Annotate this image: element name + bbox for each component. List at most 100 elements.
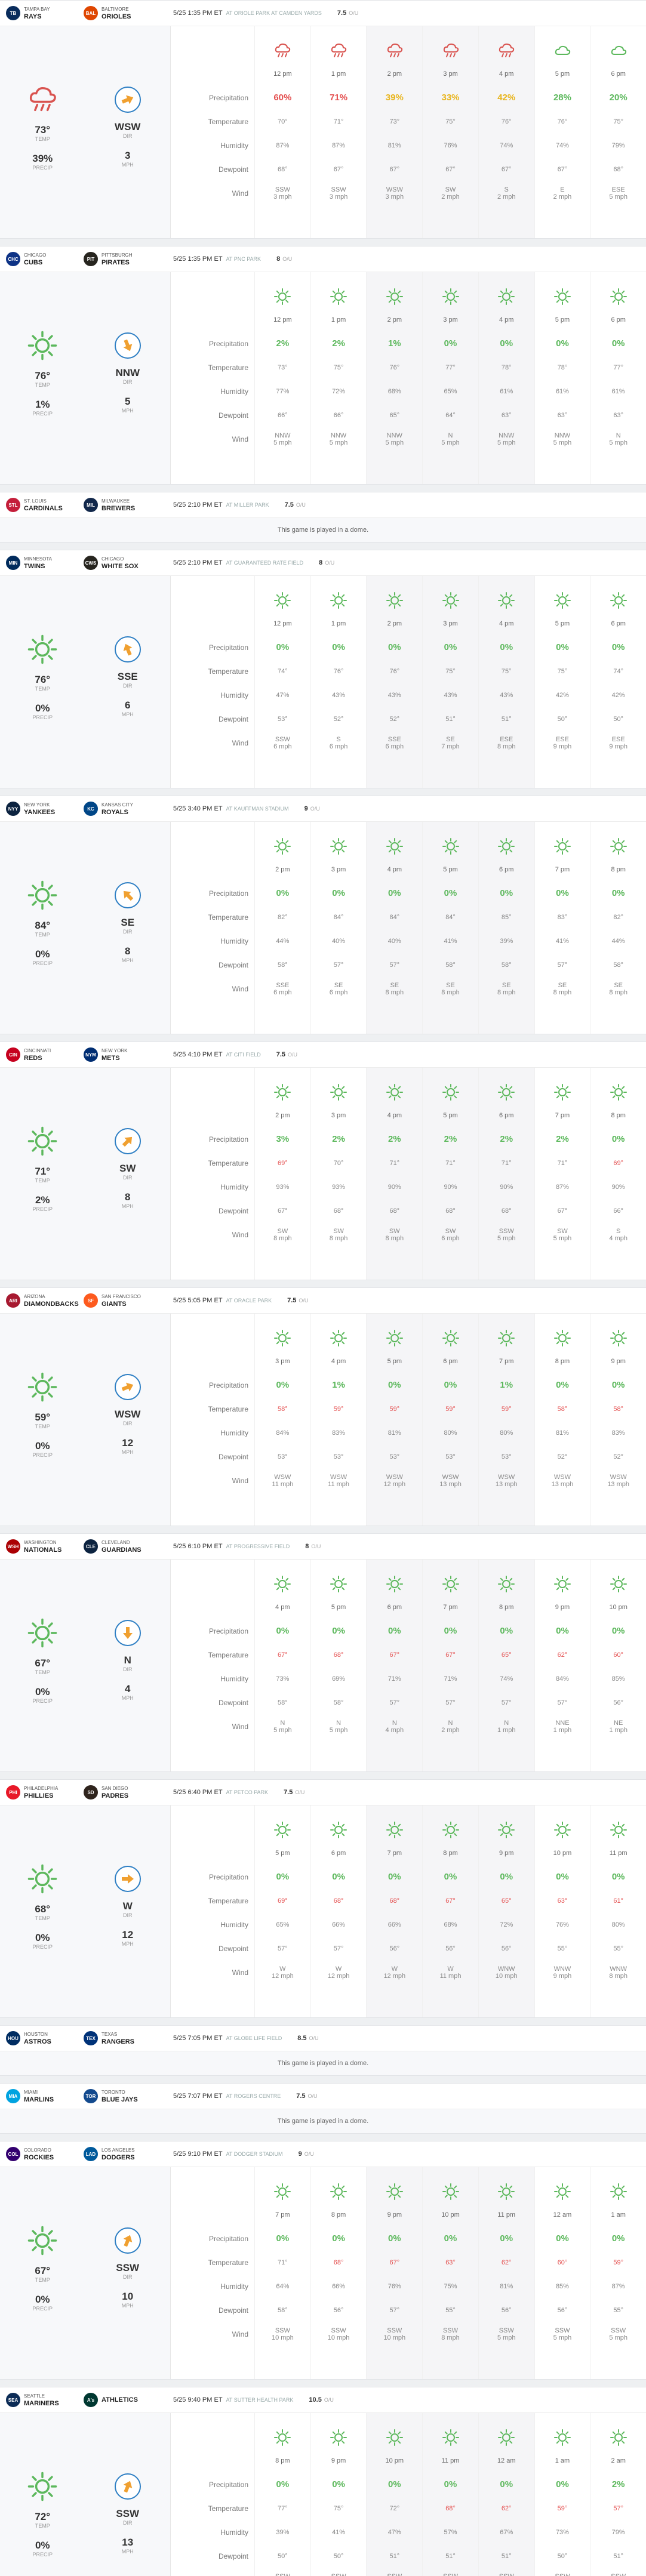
row-label: Humidity: [220, 1675, 248, 1683]
over-under-value: 7.5: [276, 1051, 286, 1058]
team-home[interactable]: TOR TORONTO BLUE JAYS: [84, 2089, 161, 2103]
wind-dir: WSW: [330, 1474, 347, 1481]
team-home[interactable]: BAL BALTIMORE ORIOLES: [84, 6, 161, 20]
precip-value: 42%: [497, 93, 516, 103]
wind-dir: SSW: [442, 2327, 459, 2334]
dewpoint-value: 50°: [278, 2553, 288, 2560]
team-away[interactable]: NYY NEW YORK YANKEES: [6, 802, 84, 816]
dewpoint-value: 55°: [557, 1945, 568, 1952]
team-away[interactable]: ARI ARIZONA DIAMONDBACKS: [6, 1293, 84, 1308]
wind-direction-icon: [114, 882, 141, 908]
hour-column: 2 pm 39% 73° 81% 67° WSW 3 mph: [366, 26, 423, 238]
wind-speed: 5 mph: [553, 2334, 572, 2341]
wind-speed: 8 mph: [609, 989, 627, 996]
summary-dir-label: DIR: [123, 2519, 133, 2526]
humidity-value: 84%: [555, 1675, 569, 1683]
team-logo: CHC: [6, 252, 20, 266]
humidity-value: 71%: [387, 1675, 401, 1683]
team-name: GIANTS: [101, 1301, 127, 1308]
team-city: MINNESOTA: [24, 556, 52, 562]
temp-value: 67°: [278, 1651, 288, 1659]
team-away[interactable]: MIA MIAMI MARLINS: [6, 2089, 84, 2103]
summary-precip-label: PRECIP: [32, 960, 53, 966]
team-away[interactable]: HOU HOUSTON ASTROS: [6, 2031, 84, 2045]
row-label: Dewpoint: [218, 715, 248, 723]
team-home[interactable]: CWS CHICAGO WHITE SOX: [84, 556, 161, 570]
hour-label: 5 pm: [555, 316, 570, 323]
team-city: CHICAGO: [24, 252, 47, 258]
wind-dir: WSW: [498, 1474, 515, 1481]
game-time: 5/25 6:10 PM ET: [173, 1543, 223, 1550]
team-away[interactable]: PHI PHILADELPHIA PHILLIES: [6, 1785, 84, 1799]
hour-label: 6 pm: [499, 866, 514, 873]
weather-sun-icon: [330, 272, 347, 308]
humidity-value: 81%: [387, 142, 401, 149]
team-home[interactable]: KC KANSAS CITY ROYALS: [84, 802, 161, 816]
team-away[interactable]: CHC CHICAGO CUBS: [6, 252, 84, 266]
team-away[interactable]: TB TAMPA BAY RAYS: [6, 6, 84, 20]
team-away[interactable]: STL ST. LOUIS CARDINALS: [6, 498, 84, 512]
wind-value: SW 6 mph: [441, 1223, 460, 1247]
ballpark: AT ORIOLE PARK AT CAMDEN YARDS: [226, 10, 322, 16]
hour-label: 6 pm: [499, 1112, 514, 1119]
wind-value: SSW11 mph: [496, 2568, 517, 2576]
wind-value: WSW 3 mph: [386, 181, 404, 205]
hour-column: 10 pm 0% 72° 47% 51° SSW13 mph: [366, 2413, 423, 2576]
team-away[interactable]: MIN MINNESOTA TWINS: [6, 556, 84, 570]
team-home[interactable]: SF SAN FRANCISCO GIANTS: [84, 1293, 161, 1308]
team-away[interactable]: SEA SEATTLE MARINERS: [6, 2393, 84, 2407]
hour-label: 5 pm: [555, 70, 570, 78]
team-away[interactable]: COL COLORADO ROCKIES: [6, 2147, 84, 2161]
game-time: 5/25 7:05 PM ET: [173, 2035, 223, 2042]
wind-direction-icon: [114, 1865, 141, 1892]
forecast-body: 59° TEMP 0% PRECIP WSW DIR 12 MPH Precipitation T…: [0, 1314, 646, 1526]
forecast-body: 84° TEMP 0% PRECIP SE DIR 8 MPH Precipitation Tem…: [0, 822, 646, 1034]
wind-speed: 11 mph: [328, 1481, 350, 1488]
wind-speed: 2 mph: [441, 1727, 460, 1734]
game-time: 5/25 2:10 PM ET: [173, 559, 223, 566]
team-name: PIRATES: [101, 259, 130, 266]
team-away[interactable]: CIN CINCINNATI REDS: [6, 1047, 84, 1062]
team-home[interactable]: A's ATHLETICS: [84, 2393, 161, 2407]
summary-mph-label: MPH: [121, 1449, 134, 1455]
weather-cloud-icon: [610, 26, 627, 62]
team-home[interactable]: PIT PITTSBURGH PIRATES: [84, 252, 161, 266]
wind-value: WSW 13 mph: [439, 1469, 462, 1493]
wind-speed: 7 mph: [441, 743, 460, 750]
team-home[interactable]: TEX TEXAS RANGERS: [84, 2031, 161, 2045]
wind-speed: 5 mph: [553, 1235, 572, 1242]
humidity-value: 43%: [332, 692, 346, 699]
precip-value: 0%: [276, 888, 290, 898]
forecast-summary: 76° TEMP 1% PRECIP NNW DIR 5 MPH: [0, 272, 171, 484]
hour-column: 2 pm 0% 82° 44% 58° SSE 6 mph: [254, 822, 310, 1034]
team-home[interactable]: NYM NEW YORK METS: [84, 1047, 161, 1062]
summary-mph-label: MPH: [121, 1694, 134, 1701]
over-under-unit: O/U: [307, 2093, 318, 2099]
temp-value: 75°: [333, 364, 344, 371]
team-home[interactable]: LAD LOS ANGELES DODGERS: [84, 2147, 161, 2161]
humidity-value: 42%: [611, 692, 625, 699]
row-label: Humidity: [220, 1429, 248, 1437]
precip-value: 1%: [387, 338, 401, 349]
temp-value: 76°: [389, 668, 400, 675]
precip-value: 0%: [332, 1626, 345, 1636]
dewpoint-value: 52°: [333, 716, 344, 723]
wind-dir: SW: [277, 1228, 288, 1235]
team-home[interactable]: SD SAN DIEGO PADRES: [84, 1785, 161, 1799]
game-time: 5/25 3:40 PM ET: [173, 805, 223, 812]
team-away[interactable]: WSH WASHINGTON NATIONALS: [6, 1539, 84, 1554]
temp-value: 76°: [557, 118, 568, 125]
wind-speed: 8 mph: [553, 989, 572, 996]
summary-precip-label: PRECIP: [32, 164, 53, 171]
humidity-value: 72%: [500, 1921, 513, 1928]
precip-value: 3%: [276, 1134, 290, 1144]
humidity-value: 74%: [500, 1675, 513, 1683]
hourly-forecast: Precipitation Temperature Humidity Dewpoint…: [171, 1560, 646, 1771]
hour-label: 7 pm: [499, 1358, 514, 1365]
team-home[interactable]: MIL MILWAUKEE BREWERS: [84, 498, 161, 512]
team-logo: TEX: [84, 2031, 98, 2045]
team-home[interactable]: CLE CLEVELAND GUARDIANS: [84, 1539, 161, 1554]
game-card: PHI PHILADELPHIA PHILLIES SD SAN DIEGO PADRES…: [0, 1779, 646, 2018]
